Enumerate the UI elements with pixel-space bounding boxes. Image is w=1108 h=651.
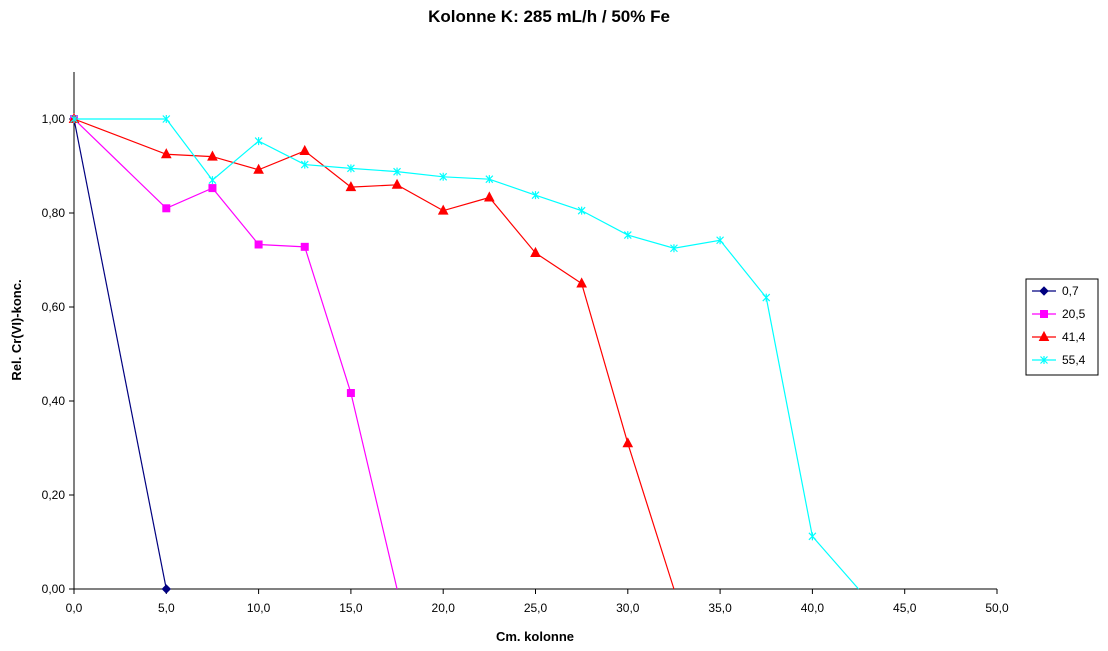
data-point [300,160,309,169]
data-point [208,184,217,193]
data-point [162,204,171,213]
data-point [623,231,632,240]
x-tick-label: 10,0 [247,601,271,615]
data-point [484,191,495,202]
x-axis-ticks: 0,0 5,0 10,0 15,0 20,0 25,0 30,0 35,0 40,0 45,0 50… [66,589,1009,615]
data-point [577,206,586,215]
data-point [531,191,540,200]
data-point [160,148,172,159]
legend-label: 41,4 [1062,330,1086,344]
legend-label: 0,7 [1062,284,1079,298]
y-tick-label: 0,80 [42,206,66,220]
x-tick-label: 25,0 [524,601,548,615]
y-axis-title: Rel. Cr(VI)-konc. [9,279,24,380]
series-line [73,118,675,590]
x-axis-title: Cm. kolonne [496,629,574,644]
data-point [253,163,264,174]
y-tick-label: 0,00 [42,582,66,596]
legend: 0,7 20,5 41,4 55,4 [1025,278,1099,376]
data-point [300,242,309,251]
data-point [716,236,725,245]
data-point [576,277,587,288]
series-line [73,118,167,590]
data-point [208,176,217,185]
series-3 [70,115,860,590]
data-point [254,137,263,146]
y-tick-label: 0,60 [42,300,66,314]
data-point [254,240,263,249]
data-point [299,144,311,155]
legend-item: 55,4 [1032,353,1086,367]
y-tick-label: 1,00 [42,112,66,126]
x-tick-label: 45,0 [893,601,917,615]
legend-box [1025,278,1099,376]
data-point [161,584,172,594]
legend-item: 0,7 [1032,284,1079,298]
chart-title: Kolonne K: 285 mL/h / 50% Fe [428,7,670,26]
x-tick-label: 15,0 [339,601,363,615]
data-point [345,181,357,192]
data-point [485,175,494,184]
data-point [346,164,355,173]
data-point [808,532,817,541]
y-tick-label: 0,40 [42,394,66,408]
legend-marker [1039,286,1049,296]
data-point [670,244,678,253]
data-point [162,115,171,123]
data-point [622,437,634,448]
legend-marker [1038,330,1050,341]
data-point [70,115,78,123]
series-2 [68,112,675,590]
x-tick-label: 5,0 [158,601,175,615]
x-tick-label: 20,0 [432,601,456,615]
data-point [391,178,403,189]
x-tick-label: 35,0 [708,601,732,615]
data-point [762,293,771,302]
series-layer [68,112,860,594]
data-point [207,150,218,161]
y-tick-label: 0,20 [42,488,66,502]
series-line [74,118,860,590]
x-tick-label: 50,0 [985,601,1009,615]
legend-marker [1040,356,1048,364]
data-point [439,172,448,181]
series-0 [69,114,172,594]
axes [73,72,997,590]
x-tick-label: 30,0 [616,601,640,615]
legend-label: 55,4 [1062,353,1086,367]
legend-item: 41,4 [1032,330,1086,344]
data-point [437,204,449,215]
legend-item: 20,5 [1032,307,1086,321]
x-tick-label: 40,0 [801,601,825,615]
data-point [530,246,541,257]
data-point [346,389,355,398]
legend-marker [1040,310,1048,318]
legend-label: 20,5 [1062,307,1086,321]
y-axis-ticks: 0,00 0,20 0,40 0,60 0,80 1,00 [42,112,74,596]
x-tick-label: 0,0 [66,601,83,615]
data-point [393,167,401,176]
